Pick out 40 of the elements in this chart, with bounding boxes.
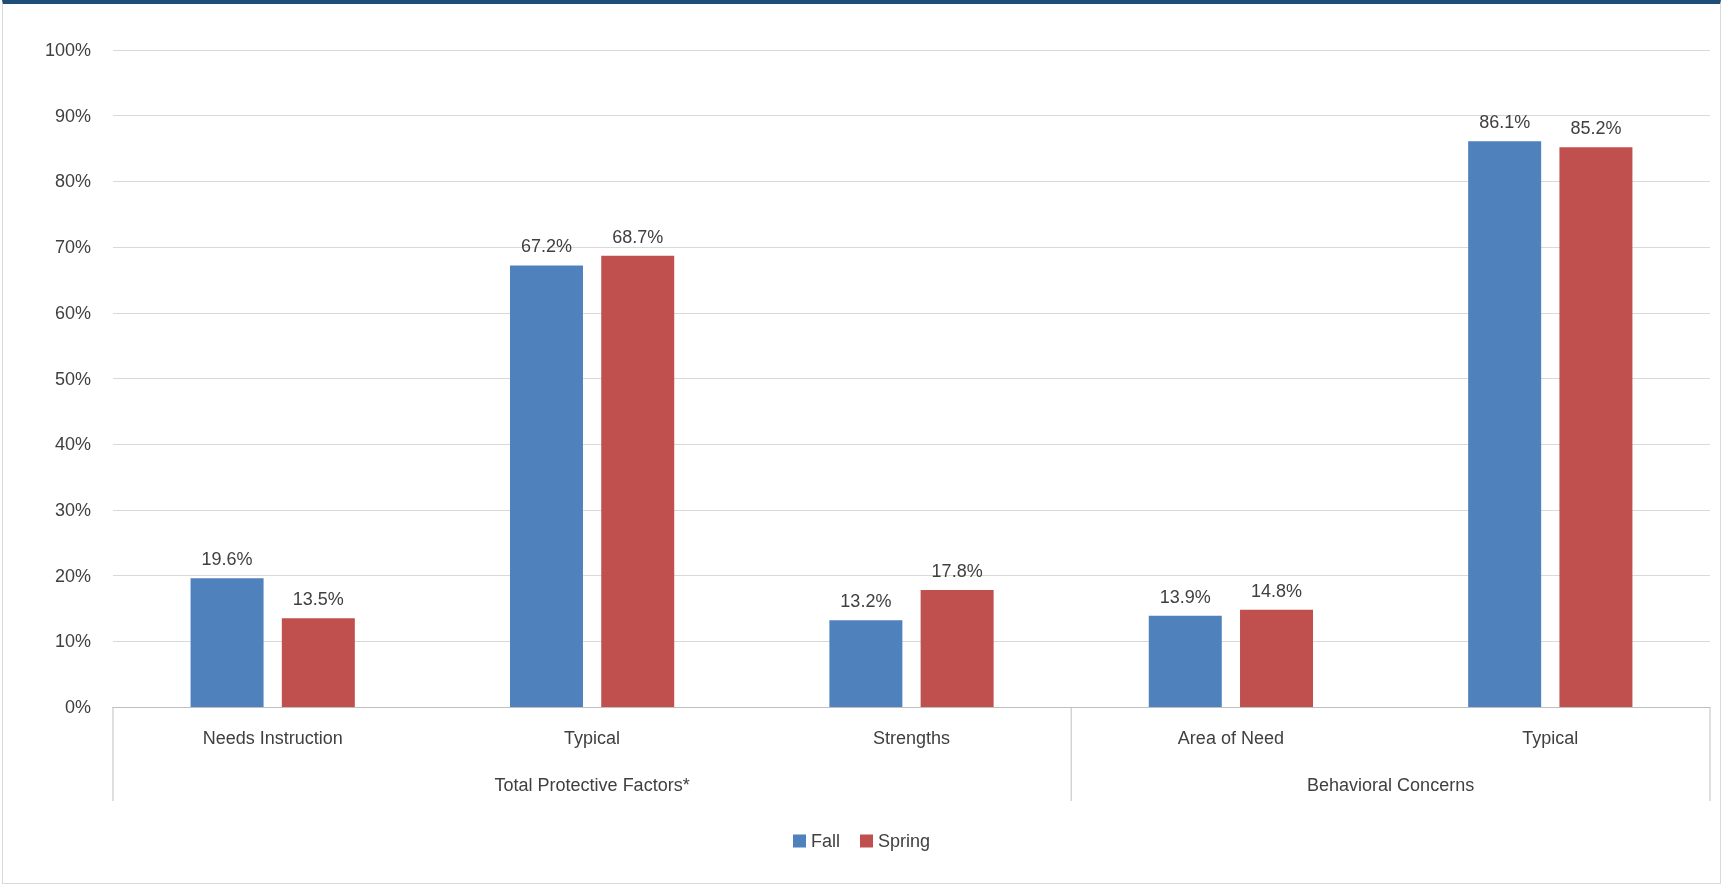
data-label: 86.1% — [1479, 112, 1531, 133]
bar — [1468, 141, 1542, 707]
data-label: 19.6% — [201, 549, 253, 570]
data-label: 85.2% — [1570, 118, 1622, 139]
bar — [920, 590, 994, 707]
data-label: 68.7% — [612, 226, 664, 247]
bar — [190, 578, 264, 707]
bar — [1240, 609, 1314, 707]
y-tick-label: 50% — [54, 368, 91, 389]
y-tick-label: 60% — [54, 302, 91, 323]
y-tick-label: 0% — [64, 697, 91, 717]
y-tick-label: 10% — [54, 631, 91, 652]
legend-label: Fall — [810, 831, 840, 851]
x-tick-label: Typical — [1522, 728, 1579, 748]
data-label: 13.5% — [292, 589, 344, 610]
y-tick-label: 40% — [54, 434, 91, 455]
data-label: 13.2% — [840, 591, 892, 612]
text: Total Protective Factors* — [494, 775, 690, 795]
x-tick-label: Typical — [564, 728, 621, 748]
x-tick-label: Strengths — [872, 728, 951, 748]
data-label: 67.2% — [520, 236, 572, 257]
bar — [829, 620, 903, 707]
data-label: 13.9% — [1159, 586, 1211, 607]
bar — [1148, 615, 1222, 707]
data-label: 17.8% — [931, 561, 983, 582]
y-tick-label: 80% — [54, 171, 91, 192]
bar — [281, 618, 355, 707]
x-tick-label: Area of Need — [1177, 728, 1284, 748]
bar — [509, 265, 583, 707]
legend-label: Spring — [877, 831, 931, 851]
y-tick-label: 70% — [54, 237, 91, 258]
y-tick-label: 20% — [54, 565, 91, 586]
text: Behavioral Concerns — [1307, 775, 1475, 795]
y-tick-label: 100% — [44, 40, 91, 60]
bar — [601, 255, 675, 707]
data-label: 14.8% — [1251, 580, 1303, 601]
y-tick-label: 30% — [54, 499, 91, 520]
x-tick-label: Needs Instruction — [202, 728, 343, 748]
y-tick-label: 90% — [54, 105, 91, 126]
bar — [1559, 147, 1633, 707]
